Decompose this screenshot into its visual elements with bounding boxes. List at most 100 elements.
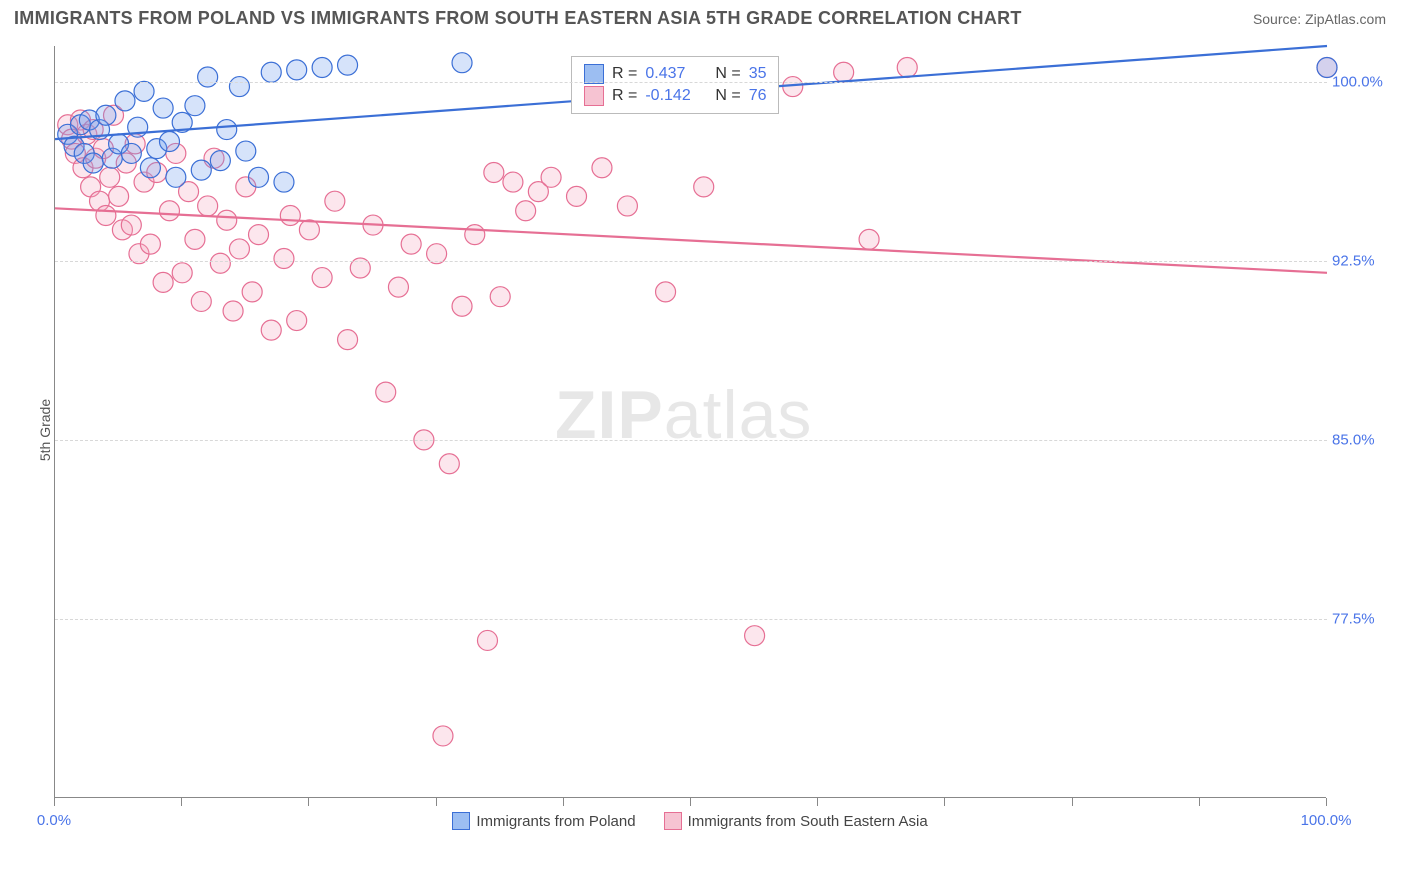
- scatter-point: [249, 167, 269, 187]
- scatter-point: [338, 55, 358, 75]
- stats-row: R = -0.142 N = 76: [584, 85, 766, 107]
- stats-r-prefix: R =: [612, 85, 637, 107]
- scatter-point: [134, 81, 154, 101]
- scatter-point: [198, 67, 218, 87]
- scatter-point: [100, 167, 120, 187]
- scatter-point: [236, 141, 256, 161]
- scatter-point: [121, 215, 141, 235]
- x-tick: [54, 798, 55, 806]
- scatter-point: [159, 201, 179, 221]
- scatter-point: [159, 131, 179, 151]
- legend-item: Immigrants from South Eastern Asia: [664, 812, 928, 830]
- legend-label: Immigrants from Poland: [476, 813, 635, 830]
- x-tick: [1072, 798, 1073, 806]
- gridline-h: [55, 619, 1327, 620]
- scatter-point: [172, 263, 192, 283]
- scatter-point: [376, 382, 396, 402]
- scatter-point: [261, 320, 281, 340]
- x-tick: [944, 798, 945, 806]
- x-tick: [1199, 798, 1200, 806]
- scatter-point: [484, 163, 504, 183]
- scatter-point: [217, 120, 237, 140]
- scatter-point: [261, 62, 281, 82]
- scatter-point: [656, 282, 676, 302]
- scatter-point: [229, 77, 249, 97]
- scatter-point: [242, 282, 262, 302]
- scatter-point: [140, 234, 160, 254]
- scatter-point: [115, 91, 135, 111]
- scatter-point: [439, 454, 459, 474]
- y-tick-label: 77.5%: [1332, 610, 1375, 627]
- scatter-point: [153, 98, 173, 118]
- scatter-point: [249, 225, 269, 245]
- scatter-point: [96, 205, 116, 225]
- scatter-point: [287, 60, 307, 80]
- stats-swatch: [584, 86, 604, 106]
- scatter-point: [185, 96, 205, 116]
- gridline-h: [55, 82, 1327, 83]
- stats-n-prefix: N =: [715, 85, 740, 107]
- stats-box: R = 0.437N = 35R = -0.142N = 76: [571, 56, 779, 114]
- scatter-point: [229, 239, 249, 259]
- scatter-point: [388, 277, 408, 297]
- scatter-point: [541, 167, 561, 187]
- scatter-point: [217, 210, 237, 230]
- scatter-point: [191, 291, 211, 311]
- scatter-point: [191, 160, 211, 180]
- plot-area: ZIPatlas R = 0.437N = 35R = -0.142N = 76: [54, 46, 1326, 798]
- legend-item: Immigrants from Poland: [452, 812, 635, 830]
- y-tick-label: 92.5%: [1332, 252, 1375, 269]
- x-tick: [817, 798, 818, 806]
- scatter-point: [280, 205, 300, 225]
- gridline-h: [55, 261, 1327, 262]
- scatter-point: [694, 177, 714, 197]
- scatter-point: [433, 726, 453, 746]
- scatter-point: [617, 196, 637, 216]
- x-tick: [181, 798, 182, 806]
- y-axis-title: 5th Grade: [37, 399, 53, 461]
- scatter-point: [274, 248, 294, 268]
- y-tick-label: 85.0%: [1332, 431, 1375, 448]
- scatter-point: [198, 196, 218, 216]
- plot-wrap: 5th Grade ZIPatlas R = 0.437N = 35R = -0…: [54, 46, 1392, 824]
- source-label: Source: ZipAtlas.com: [1253, 11, 1386, 27]
- scatter-point: [452, 53, 472, 73]
- scatter-point: [210, 253, 230, 273]
- scatter-point: [96, 105, 116, 125]
- x-tick: [563, 798, 564, 806]
- scatter-point: [121, 143, 141, 163]
- scatter-point: [859, 229, 879, 249]
- legend-swatch: [664, 812, 682, 830]
- x-tick: [690, 798, 691, 806]
- gridline-h: [55, 440, 1327, 441]
- legend-swatch: [452, 812, 470, 830]
- scatter-point: [210, 151, 230, 171]
- scatter-point: [185, 229, 205, 249]
- scatter-point: [109, 186, 129, 206]
- x-tick-label: 100.0%: [1301, 812, 1352, 829]
- scatter-point: [745, 626, 765, 646]
- scatter-point: [312, 57, 332, 77]
- scatter-point: [312, 268, 332, 288]
- scatter-point: [490, 287, 510, 307]
- legend-label: Immigrants from South Eastern Asia: [688, 813, 928, 830]
- stats-n-value: 76: [749, 85, 767, 107]
- scatter-point: [83, 153, 103, 173]
- x-tick-label: 0.0%: [37, 812, 71, 829]
- scatter-point: [299, 220, 319, 240]
- x-tick: [436, 798, 437, 806]
- y-tick-label: 100.0%: [1332, 73, 1383, 90]
- scatter-point: [325, 191, 345, 211]
- scatter-point: [465, 225, 485, 245]
- scatter-point: [516, 201, 536, 221]
- scatter-point: [503, 172, 523, 192]
- scatter-point: [401, 234, 421, 254]
- stats-r-value: -0.142: [645, 85, 707, 107]
- scatter-point: [477, 630, 497, 650]
- scatter-point: [153, 272, 173, 292]
- scatter-point: [274, 172, 294, 192]
- bottom-legend: Immigrants from Poland Immigrants from So…: [54, 812, 1326, 830]
- x-tick: [308, 798, 309, 806]
- x-tick: [1326, 798, 1327, 806]
- scatter-point: [287, 311, 307, 331]
